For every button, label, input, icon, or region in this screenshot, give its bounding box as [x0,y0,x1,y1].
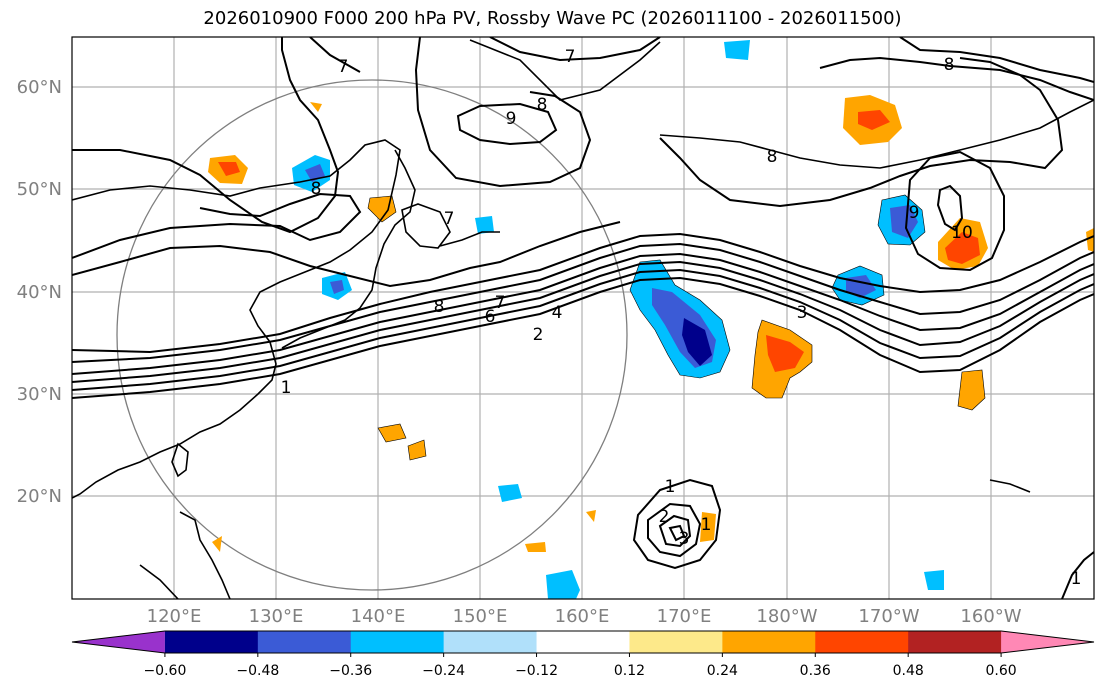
lon-label: 180°W [756,606,817,627]
lon-labels: 120°E 130°E 140°E 150°E 160°E 170°E 180°… [147,606,1022,627]
contour-2 [72,268,1094,391]
contour-label: 8 [944,55,955,75]
contour-label: 1 [281,378,292,398]
colorbar-segment [164,631,259,653]
colorbar-segment [722,631,816,653]
lat-label: 60°N [17,77,62,98]
colorbar-segment [257,631,352,653]
contour-label: 7 [338,57,349,77]
contour-label: 7 [495,293,506,313]
contour-4 [72,252,1094,375]
lat-label: 20°N [17,486,62,507]
contour-9-low [904,150,1005,272]
contour-label: 9 [506,109,517,129]
contour-8-mid [72,37,340,234]
contour-label: 2 [533,325,544,345]
contour-1 [72,276,1094,399]
contour-label: 8 [537,95,548,115]
contour-7-north [72,192,362,259]
map-frame [71,36,1095,600]
contour-label: 1 [665,477,676,497]
lon-label: 130°E [249,606,304,627]
colorbar-tick-label: 0.36 [800,663,831,679]
lon-label: 160°E [555,606,610,627]
contour-6 [72,242,1094,363]
contour-labels: 7 7 8 9 8 8 7 8 8 7 6 4 2 1 3 9 10 1 2 3… [281,47,1082,589]
contour-label: 9 [909,203,920,223]
contour-3 [72,260,1094,383]
contour-8-north [414,37,592,188]
contour-10-low [936,184,964,232]
contour-8-east [659,57,1064,208]
contour-7-ne [899,37,1094,83]
contour-label: 1 [1071,569,1082,589]
contour-label: 7 [444,209,455,229]
colorbar-segment [629,631,723,653]
colorbar-segment [815,631,909,653]
lat-label: 40°N [17,282,62,303]
contour-1-se [1061,551,1094,599]
contour-label: 2 [659,507,670,527]
contour-label: 10 [951,223,973,243]
contour-9-closed [456,102,558,146]
colorbar-segment [908,631,1002,653]
contour-label: 8 [767,147,778,167]
colorbar-tick-label: −0.12 [515,663,558,679]
pv-contours [72,37,1094,599]
lat-labels: 20°N 30°N 40°N 50°N 60°N [17,77,62,507]
lon-label: 140°E [351,606,406,627]
colorbar-tick-label: −0.24 [422,663,465,679]
lat-label: 50°N [17,179,62,200]
contour-label: 8 [434,297,445,317]
pv-anomaly-fills [208,40,1094,599]
contour-7-top2 [489,37,661,62]
colorbar-segment [443,631,538,653]
lon-label: 170°W [858,606,919,627]
contour-label: 4 [552,303,563,323]
contour-label: 8 [311,179,322,199]
colorbar-segment [350,631,445,653]
colorbar-tick-label: −0.48 [236,663,279,679]
lon-label: 160°W [960,606,1021,627]
colorbar-segment [72,631,165,653]
colorbar-segment [536,631,630,653]
colorbar-tick-label: −0.36 [329,663,372,679]
colorbar-tick-label: 0.60 [986,663,1017,679]
contour-circle-1 [632,478,722,570]
contour-circle-3 [658,514,692,548]
colorbar-tick-label: 0.12 [614,663,645,679]
colorbar-segment [1001,631,1094,653]
colorbar-tick-label: −0.60 [143,663,186,679]
colorbar: −0.60 −0.48 −0.36 −0.24 −0.12 0.12 0.24 0.36 0.4… [71,630,1095,679]
positive-anomaly-30n [957,369,986,411]
contour-label: 1 [701,515,712,535]
coastlines [72,39,1094,599]
colorbar-tick-label: 0.48 [893,663,924,679]
reference-circle [116,79,628,591]
lon-label: 150°E [453,606,508,627]
lat-label: 30°N [17,384,62,405]
contour-7 [72,232,1094,354]
contour-label: 3 [797,303,808,323]
contour-7-top [309,37,361,73]
contour-circle-4 [668,524,686,542]
contour-label: 6 [485,307,496,327]
map-title: 2026010900 F000 200 hPa PV, Rossby Wave … [203,8,902,29]
contour-label: 7 [565,47,576,67]
contour-circle-2 [647,502,702,558]
lon-label: 120°E [147,606,202,627]
colorbar-tick-label: 0.24 [707,663,738,679]
lon-label: 170°E [657,606,712,627]
contour-8-ne [819,56,1094,101]
contour-label: 3 [679,529,690,549]
contour-8-south [72,221,621,288]
